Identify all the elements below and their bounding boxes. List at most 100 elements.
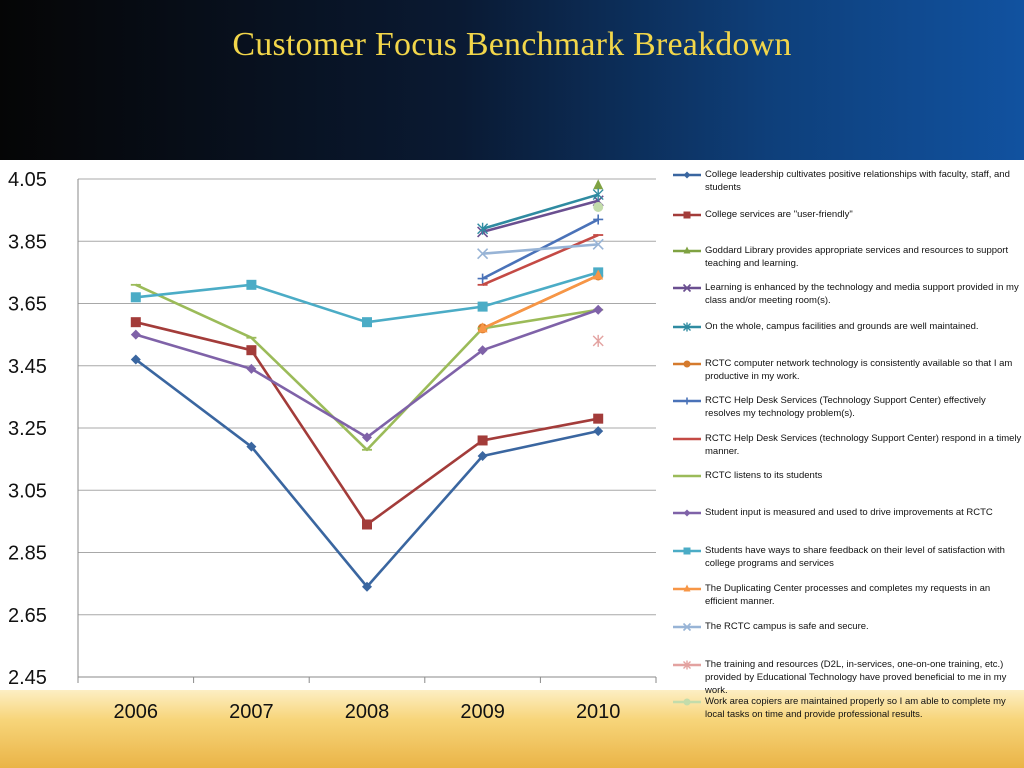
legend-label: RCTC listens to its students bbox=[705, 470, 823, 481]
series-line bbox=[482, 199, 599, 234]
legend-item: College leadership cultivates positive r… bbox=[672, 168, 1022, 194]
data-point bbox=[682, 283, 692, 293]
data-point bbox=[592, 334, 604, 347]
slide-title: Customer Focus Benchmark Breakdown bbox=[232, 26, 792, 63]
legend-key bbox=[673, 474, 701, 478]
legend-item: College services are "user-friendly" bbox=[672, 208, 1022, 222]
data-point bbox=[683, 246, 691, 254]
data-point bbox=[362, 432, 372, 443]
legend-key bbox=[673, 211, 701, 219]
x-tick-label: 2008 bbox=[345, 701, 390, 723]
legend-key bbox=[673, 660, 701, 670]
data-point bbox=[477, 301, 488, 312]
data-point bbox=[683, 509, 691, 517]
data-point bbox=[130, 317, 141, 328]
legend-key bbox=[673, 509, 701, 517]
data-point bbox=[683, 397, 691, 405]
data-point bbox=[593, 304, 604, 315]
data-point bbox=[683, 698, 691, 706]
legend-label: The RCTC campus is safe and secure. bbox=[705, 621, 869, 632]
legend-label: Work area copiers are maintained properl… bbox=[705, 696, 1006, 720]
data-point bbox=[362, 581, 372, 592]
series-line bbox=[482, 233, 599, 287]
data-point bbox=[593, 269, 604, 280]
legend-label: RCTC computer network technology is cons… bbox=[705, 358, 1013, 382]
legend-label: Students have ways to share feedback on … bbox=[705, 545, 1005, 569]
series-line bbox=[482, 274, 599, 330]
legend-label: RCTC Help Desk Services (technology Supp… bbox=[705, 433, 1022, 457]
data-point bbox=[130, 329, 141, 340]
legend-label: Student input is measured and used to dr… bbox=[705, 507, 993, 518]
data-point bbox=[683, 322, 691, 332]
data-point bbox=[592, 238, 604, 250]
series-12 bbox=[477, 238, 604, 260]
header-background bbox=[0, 0, 1024, 175]
legend-key bbox=[673, 584, 701, 592]
legend-key bbox=[673, 246, 701, 254]
legend-item: On the whole, campus facilities and grou… bbox=[672, 320, 1022, 334]
legend-key bbox=[673, 547, 701, 555]
data-point bbox=[477, 345, 488, 356]
series-1 bbox=[130, 317, 604, 530]
y-axis-tick-labels: 4.05 3.85 3.65 3.45 3.25 3.05 2.85 2.65 2.45 bbox=[8, 169, 47, 689]
series-0 bbox=[130, 354, 604, 592]
series-2 bbox=[593, 179, 604, 190]
legend-key bbox=[673, 171, 701, 179]
legend-label: The Duplicating Center processes and com… bbox=[705, 583, 991, 607]
series-lines bbox=[130, 179, 604, 592]
series-13 bbox=[592, 334, 604, 347]
legend-item: RCTC computer network technology is cons… bbox=[672, 357, 1022, 383]
legend-key bbox=[673, 397, 701, 405]
series-11 bbox=[477, 269, 604, 333]
series-7 bbox=[477, 233, 604, 287]
x-tick-label: 2006 bbox=[114, 701, 159, 723]
legend-item: Work area copiers are maintained properl… bbox=[672, 695, 1022, 721]
data-point bbox=[246, 279, 257, 290]
legend-label: The training and resources (D2L, in-serv… bbox=[705, 659, 1007, 696]
data-point bbox=[593, 413, 604, 424]
data-point bbox=[477, 435, 488, 446]
data-point bbox=[683, 584, 691, 592]
legend-label: College leadership cultivates positive r… bbox=[705, 169, 1010, 193]
y-tick-label: 2.45 bbox=[8, 667, 47, 689]
legend-item: Learning is enhanced by the technology a… bbox=[672, 281, 1022, 307]
legend-label: On the whole, campus facilities and grou… bbox=[705, 321, 979, 332]
data-point bbox=[362, 519, 372, 530]
legend-label: RCTC Help Desk Services (Technology Supp… bbox=[705, 395, 986, 419]
data-point bbox=[477, 322, 488, 333]
y-tick-label: 4.05 bbox=[8, 169, 47, 191]
series-line bbox=[482, 243, 599, 255]
legend-item: Students have ways to share feedback on … bbox=[672, 544, 1022, 570]
footer-background bbox=[0, 680, 1024, 768]
data-point bbox=[477, 222, 489, 235]
series-4 bbox=[477, 188, 604, 235]
data-point bbox=[246, 345, 257, 356]
data-point bbox=[683, 171, 691, 179]
legend-item: The training and resources (D2L, in-serv… bbox=[672, 658, 1022, 697]
legend-item: Student input is measured and used to dr… bbox=[672, 506, 1022, 520]
legend-item: RCTC listens to its students bbox=[672, 469, 1022, 483]
x-tick-label: 2010 bbox=[576, 701, 621, 723]
data-point bbox=[683, 547, 691, 555]
legend-item: Goddard Library provides appropriate ser… bbox=[672, 244, 1022, 270]
data-point bbox=[683, 360, 691, 368]
data-point bbox=[593, 426, 604, 437]
data-point bbox=[682, 622, 692, 632]
legend-key bbox=[673, 283, 701, 293]
legend-label: Goddard Library provides appropriate ser… bbox=[705, 245, 1009, 269]
data-point bbox=[683, 660, 691, 670]
y-tick-label: 3.85 bbox=[8, 231, 47, 253]
legend-key bbox=[673, 322, 701, 332]
data-point bbox=[477, 273, 488, 284]
data-point bbox=[130, 354, 141, 365]
data-point bbox=[362, 317, 372, 328]
legend-key bbox=[673, 698, 701, 706]
data-point bbox=[593, 214, 604, 225]
x-tick-label: 2007 bbox=[229, 701, 274, 723]
y-tick-label: 3.05 bbox=[8, 480, 47, 502]
legend-label: Learning is enhanced by the technology a… bbox=[705, 282, 1019, 306]
legend-item: The Duplicating Center processes and com… bbox=[672, 582, 1022, 608]
data-point bbox=[592, 188, 604, 201]
x-tick-label: 2009 bbox=[460, 701, 505, 723]
